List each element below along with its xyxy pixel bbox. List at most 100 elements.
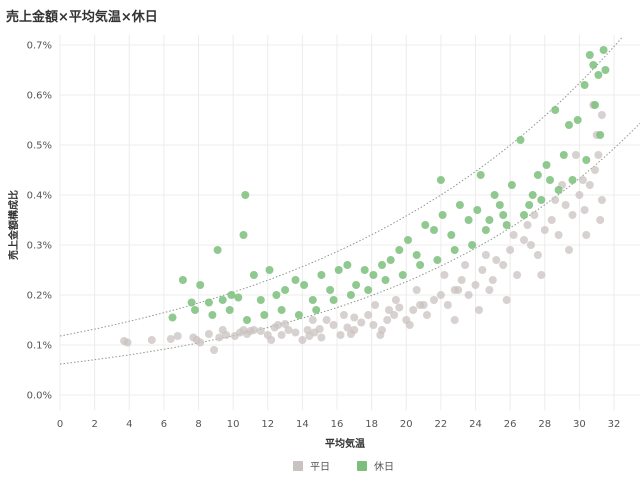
y-tick-label: 0.0% [27,391,52,402]
holiday-point [378,261,386,269]
x-axis-label: 平均気温 [325,437,365,450]
holiday-point [568,176,577,184]
x-tick-label: 24 [469,419,482,430]
holiday-point [364,286,373,294]
holiday-point [476,171,485,179]
holiday-point [591,101,599,109]
holiday-point [485,216,494,224]
y-tick-label: 0.5% [27,141,52,152]
weekday-point [256,327,265,335]
holiday-point [343,261,352,269]
holiday-point [213,246,222,254]
holiday-point [352,281,361,289]
holiday-point [218,296,227,304]
weekday-point [423,311,431,319]
weekday-point [350,313,359,322]
weekday-point [317,333,326,342]
holiday-point [438,211,447,219]
x-tick-label: 4 [126,419,132,430]
weekday-point [578,176,587,184]
weekday-point [547,216,556,224]
x-tick-label: 14 [296,419,309,430]
holiday-point [542,161,551,169]
weekday-point [369,321,378,329]
weekday-point [409,306,418,314]
weekday-point [391,296,400,304]
legend-label-holiday: 休日 [374,461,394,473]
legend-swatch-weekday [293,461,303,471]
weekday-point [436,291,445,299]
holiday-point [573,116,582,124]
weekday-point [502,296,511,304]
holiday-point [499,211,508,219]
weekday-point [475,306,483,314]
weekday-point [457,276,466,284]
weekday-point [281,320,290,328]
weekday-point [357,318,366,327]
holiday-point [239,231,248,239]
holiday-point [395,246,404,254]
holiday-point [317,271,326,279]
weekday-point [371,301,380,309]
weekday-point [450,316,459,324]
weekday-point [215,333,224,342]
y-tick-label: 0.7% [27,41,52,52]
holiday-point [277,306,286,314]
legend-swatch-holiday [357,461,367,471]
holiday-point [281,286,290,294]
weekday-point [298,336,307,344]
weekday-point [147,336,156,344]
chart-title: 売上金額×平均気温×休日 [6,9,158,25]
x-tick-label: 12 [261,419,274,430]
holiday-point [272,291,281,299]
holiday-point [300,281,309,289]
x-tick-label: 16 [331,419,344,430]
weekday-point [565,246,573,254]
x-tick-label: 30 [573,419,586,430]
holiday-point [554,186,563,194]
holiday-point [256,296,265,304]
holiday-point [294,311,303,319]
y-tick-label: 0.4% [27,191,52,202]
holiday-point [225,306,234,314]
x-tick-label: 28 [538,419,551,430]
weekday-point [591,166,599,174]
weekday-point [303,326,312,334]
weekday-point [596,216,605,224]
data-points [120,46,610,354]
weekday-point [580,206,589,214]
weekday-point [461,261,470,269]
weekday-point [454,286,463,294]
weekday-point [471,281,480,289]
holiday-point [187,298,196,307]
weekday-point [315,325,324,333]
holiday-point [559,151,568,159]
weekday-point [594,151,603,159]
weekday-point [478,266,487,274]
trendline-holiday [59,36,624,337]
x-tick-label: 32 [608,419,621,430]
holiday-point [308,296,317,304]
weekday-point [364,311,373,319]
weekday-point [554,231,563,239]
grid [59,35,640,410]
weekday-point [192,336,201,344]
weekday-point [173,332,182,340]
holiday-point [421,221,430,229]
y-tick-label: 0.6% [27,91,52,102]
holiday-point [455,201,464,209]
weekday-point [488,276,497,284]
weekday-point [274,321,283,329]
holiday-point [481,226,490,234]
weekday-point [123,338,132,347]
holiday-point [360,266,369,274]
holiday-point [599,46,608,54]
holiday-point [589,61,598,69]
x-tick-label: 10 [227,419,240,430]
weekday-point [513,271,522,279]
holiday-point [507,181,516,189]
holiday-point [551,106,560,114]
weekday-point [540,226,549,234]
weekday-point [322,316,331,324]
holiday-point [430,226,438,234]
